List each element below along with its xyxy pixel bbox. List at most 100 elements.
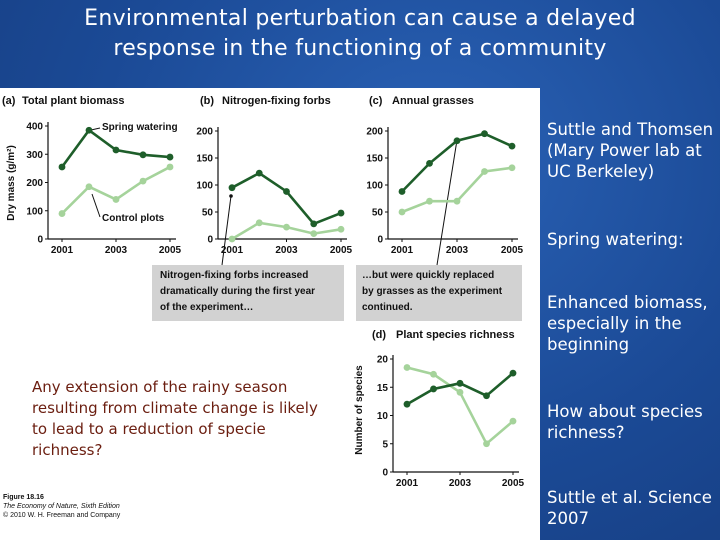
forbs-callout-line: [221, 195, 232, 266]
chart-b-watering-point: [228, 184, 236, 192]
right-text-3: Enhanced biomass, especially in the begi…: [547, 293, 708, 354]
chart-b-xtick-label: 2001: [221, 245, 244, 256]
figure-svg: Nitrogen-fixing forbs increased dramatic…: [2, 95, 525, 489]
title-line-2: response in the functioning of a communi…: [113, 36, 607, 61]
chart-a-xtick-label: 2005: [159, 245, 182, 256]
chart-a-control-point: [58, 210, 66, 217]
chart-d-control-point: [456, 388, 464, 396]
chart-d-xtick-label: 2003: [449, 478, 472, 489]
chart-b-watering-line: [231, 171, 342, 226]
chart-d-watering-point: [403, 400, 411, 408]
chart-a-ytick-label: 0: [37, 235, 43, 246]
chart-c-xtick-label: 2003: [446, 245, 469, 256]
chart-d-ytick-label: 20: [377, 355, 389, 366]
chart-d-ylabel: Number of species: [354, 365, 365, 455]
chart-d-control-point: [483, 440, 490, 448]
chart-d-xtick-label: 2001: [396, 478, 419, 489]
spring-watering-label: Spring watering: [102, 122, 178, 133]
chart-d-watering-point: [509, 369, 517, 377]
chart-a-xtick-label: 2001: [51, 245, 74, 256]
chart-c-xtick-label: 2001: [391, 245, 414, 256]
chart-a-ytick-label: 200: [26, 178, 43, 189]
chart-c-ytick-label: 100: [366, 181, 383, 192]
grasses-note-line-3: continued.: [362, 302, 413, 313]
chart-c-control-point: [453, 197, 461, 205]
forbs-note-line-1: Nitrogen-fixing forbs increased: [160, 270, 308, 281]
chart-d-xtick-label: 2005: [502, 478, 525, 489]
chart-d-watering-point: [430, 385, 437, 393]
chart-d-control-point: [430, 370, 437, 378]
title-line-1: Environmental perturbation can cause a d…: [84, 6, 636, 31]
chart-d-title: Plant species richness: [396, 329, 515, 341]
caption-copyright: © 2010 W. H. Freeman and Company: [3, 512, 121, 519]
chart-a-watering-point: [85, 126, 93, 134]
chart-b-watering-point: [283, 188, 290, 195]
chart-d-control-point: [509, 417, 517, 425]
chart-b-control-point: [255, 219, 263, 227]
chart-d-ytick-label: 0: [382, 468, 388, 479]
chart-a-control-point: [85, 183, 93, 191]
control-plots-label: Control plots: [102, 213, 165, 224]
chart-c-ytick-label: 50: [372, 208, 384, 219]
chart-d-control-point: [403, 364, 411, 371]
slide-title: Environmental perturbation can cause a d…: [0, 4, 720, 64]
right-text-2: Spring watering:: [547, 230, 684, 249]
chart-c-ytick-label: 150: [366, 154, 383, 165]
chart-b-control-point: [310, 230, 318, 238]
spring-watering-pointer: [90, 127, 101, 131]
chart-c-watering-point: [453, 137, 461, 145]
grasses-note-box: [356, 265, 522, 321]
chart-a-watering-point: [58, 163, 66, 171]
right-text-1: Suttle and Thomsen (Mary Power lab at UC…: [547, 120, 714, 181]
charts-group: (a) Total plant biomass Dry mass (g/m²) 0 10…: [2, 95, 525, 489]
chart-c-xtick-label: 2005: [501, 245, 524, 256]
chart-b-xtick-label: 2005: [330, 245, 353, 256]
chart-b-ytick-label: 150: [196, 154, 213, 165]
chart-d-ytick-label: 10: [377, 411, 389, 422]
chart-a-xtick-label: 2003: [105, 245, 128, 256]
chart-d-letter: (d): [372, 329, 386, 341]
chart-d-ytick-label: 15: [377, 383, 389, 394]
chart-c-watering-point: [508, 142, 516, 150]
caption-book: The Economy of Nature, Sixth Edition: [3, 503, 120, 510]
chart-a-watering-point: [166, 153, 174, 161]
chart-a-control-point: [139, 177, 147, 185]
chart-d-watering-line: [406, 372, 514, 406]
grasses-note-line-1: …but were quickly replaced: [362, 270, 494, 281]
figure-caption: Figure 18.16 The Economy of Nature, Sixt…: [3, 493, 120, 520]
chart-b-ytick-label: 200: [196, 127, 213, 138]
chart-a-title: Total plant biomass: [22, 95, 124, 107]
chart-c-letter: (c): [369, 95, 383, 107]
chart-a-ytick-label: 400: [26, 122, 43, 133]
chart-c-watering-point: [398, 188, 406, 195]
chart-a-control-point: [166, 163, 174, 171]
chart-b-title: Nitrogen-fixing forbs: [222, 95, 331, 107]
chart-c-ytick-label: 0: [377, 235, 383, 246]
chart-b-control-point: [283, 223, 290, 231]
chart-a-ylabel: Dry mass (g/m²): [6, 145, 17, 221]
forbs-callout-dot: [229, 194, 233, 198]
right-text-4: How about species richness?: [547, 402, 703, 442]
chart-a-letter: (a): [2, 95, 16, 107]
chart-b-xtick-label: 2003: [275, 245, 298, 256]
forbs-note-line-3: of the experiment…: [160, 302, 253, 313]
chart-d-control-line: [406, 366, 514, 446]
extension-text: Any extension of the rainy season result…: [32, 378, 318, 459]
chart-d-watering-point: [483, 392, 490, 400]
chart-a-watering-point: [139, 151, 147, 159]
control-plots-pointer: [91, 193, 101, 218]
chart-d-ytick-label: 5: [382, 439, 388, 450]
chart-b-watering-point: [310, 220, 318, 228]
chart-c-ytick-label: 200: [366, 127, 383, 138]
chart-b-ytick-label: 0: [207, 235, 213, 246]
grasses-note-line-2: by grasses as the experiment: [362, 286, 503, 297]
chart-b-ytick-label: 50: [202, 208, 214, 219]
chart-c-watering-point: [426, 160, 433, 167]
chart-b-watering-point: [255, 169, 263, 177]
chart-c-control-point: [426, 197, 433, 205]
chart-c-control-point: [481, 168, 488, 175]
chart-c-control-point: [398, 208, 406, 216]
chart-c-title: Annual grasses: [392, 95, 474, 107]
chart-c-control-point: [508, 164, 516, 172]
chart-a-watering-point: [112, 146, 120, 154]
